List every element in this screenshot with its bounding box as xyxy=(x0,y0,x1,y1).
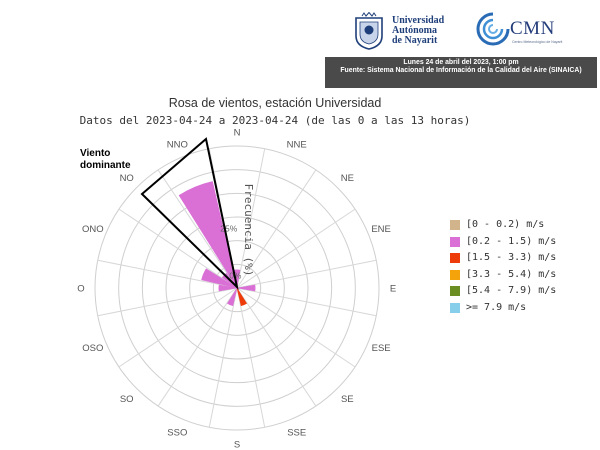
grid-spoke xyxy=(236,287,266,428)
banner-date: Lunes 24 de abril del 2023, 1:00 pm xyxy=(403,58,519,66)
direction-label-ene: ENE xyxy=(371,224,391,235)
legend-swatch xyxy=(450,302,460,313)
grid-ring xyxy=(165,216,309,360)
grid-spoke xyxy=(157,169,238,289)
direction-label-ne: NE xyxy=(341,173,354,184)
chart-subtitle: Datos del 2023-04-24 a 2023-04-24 (de la… xyxy=(80,114,471,127)
grid-ring xyxy=(94,145,380,431)
direction-label-sso: SSO xyxy=(167,428,187,439)
wind-bar-nno xyxy=(178,181,238,289)
direction-label-no: NO xyxy=(120,173,134,184)
banner-source: Fuente: Sistema Nacional de Información … xyxy=(340,67,582,74)
radial-tick-label: 25% xyxy=(220,223,237,233)
grid-spoke xyxy=(236,287,356,368)
direction-label-sse: SSE xyxy=(287,428,306,439)
direction-label-ono: ONO xyxy=(82,224,104,235)
cmn-name: CMN xyxy=(510,18,555,39)
grid-spoke xyxy=(118,208,238,289)
cmn-logo: CMN Centro Meteorológico de Nayarit xyxy=(474,10,594,50)
chart-title: Rosa de vientos, estación Universidad xyxy=(169,96,382,110)
grid-ring xyxy=(118,169,356,407)
uan-seal-icon xyxy=(355,12,383,50)
polar-grid xyxy=(94,145,380,431)
dominant-wind-outline xyxy=(140,137,239,291)
direction-label-s: S xyxy=(234,440,240,450)
legend-swatch xyxy=(450,269,460,280)
grid-spoke xyxy=(97,287,238,317)
legend-swatch xyxy=(450,220,460,230)
direction-label-nne: NNE xyxy=(287,139,307,150)
uan-name-line-2: Autónoma xyxy=(392,25,438,36)
cmn-subtitle: Centro Meteorológico de Nayarit xyxy=(512,40,563,44)
wind-bar-e xyxy=(236,284,256,292)
legend-label: [1.5 - 3.3) m/s xyxy=(466,252,557,263)
grid-spoke xyxy=(236,169,317,289)
legend-label: [5.4 - 7.9) m/s xyxy=(466,285,557,296)
legend-label: [3.3 - 5.4) m/s xyxy=(466,268,557,280)
radial-axis-label: Frecuencia (%) xyxy=(242,184,255,277)
uan-name-line-3: de Nayarit xyxy=(392,35,438,46)
radial-ticks: 0% 25% xyxy=(220,223,242,280)
grid-ring xyxy=(141,192,333,384)
grid-spoke xyxy=(236,208,356,289)
wind-bar-ono xyxy=(201,268,238,289)
grid-spoke xyxy=(208,287,238,428)
info-banner: Lunes 24 de abril del 2023, 1:00 pm Fuen… xyxy=(325,57,597,88)
grid-spoke xyxy=(118,287,238,368)
direction-label-oso: OSO xyxy=(82,343,103,354)
wind-bar-sso xyxy=(226,287,238,307)
grid-spoke xyxy=(97,259,238,289)
grid-ring xyxy=(189,240,285,336)
grid-spoke xyxy=(236,287,377,317)
cmn-swirl-icon xyxy=(476,12,510,46)
grid-ring xyxy=(212,263,262,313)
direction-label-e: E xyxy=(390,284,396,295)
grid-spoke xyxy=(157,287,238,407)
legend-label: >= 7.9 m/s xyxy=(466,301,527,313)
direction-label-se: SE xyxy=(341,394,354,405)
direction-label-o: O xyxy=(77,284,84,295)
legend-label: [0 - 0.2) m/s xyxy=(466,219,545,230)
legend-swatch xyxy=(450,253,460,263)
legend-label: [0.2 - 1.5) m/s xyxy=(466,235,557,247)
direction-label-nno: NNO xyxy=(167,139,188,150)
annotation-line-2: dominante xyxy=(80,160,131,171)
direction-label-so: SO xyxy=(120,394,134,405)
direction-label-n: N xyxy=(234,128,241,139)
wind-bar-sse xyxy=(236,287,248,307)
legend-swatch xyxy=(450,236,460,247)
grid-spoke xyxy=(236,259,377,289)
uan-logo: Universidad Autónoma de Nayarit xyxy=(352,12,472,52)
legend-swatch xyxy=(450,286,460,296)
direction-labels: N NNE NE ENE E ESE SE SSE S SSO SO OSO O ONO NO NNO xyxy=(77,128,396,450)
wind-bar-o xyxy=(218,284,238,292)
radial-tick-label: 0% xyxy=(229,270,242,280)
grid-spoke xyxy=(236,287,317,407)
grid-spoke xyxy=(236,148,266,289)
uan-name-line-1: Universidad xyxy=(392,15,445,26)
direction-label-ese: ESE xyxy=(372,343,391,354)
annotation-line-1: Viento xyxy=(80,148,110,159)
